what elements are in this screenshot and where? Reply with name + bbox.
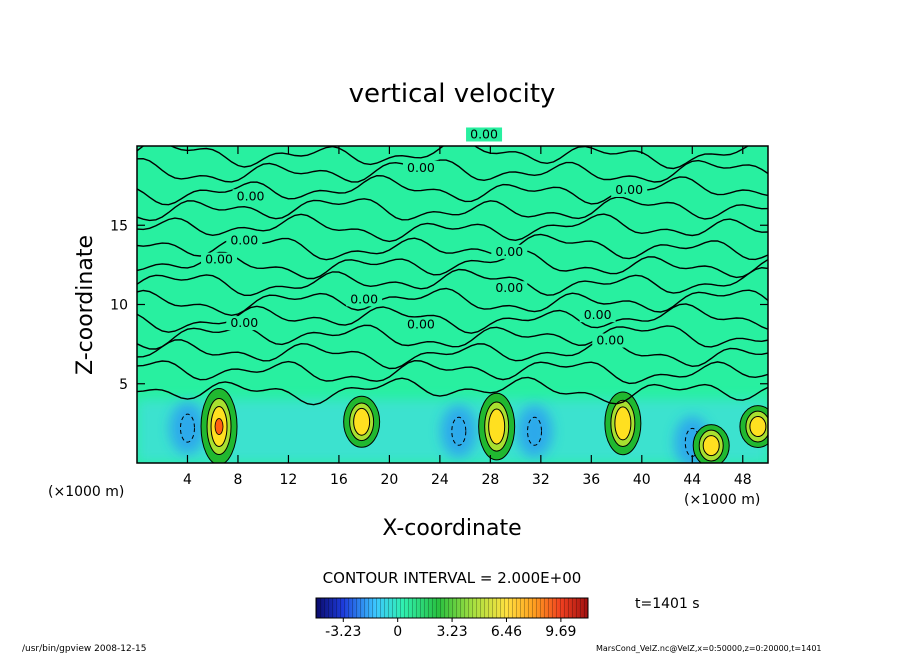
contour-interval: CONTOUR INTERVAL = 2.000E+00 (323, 569, 582, 587)
x-axis-label: X-coordinate (382, 516, 521, 541)
updraft-inner (353, 407, 371, 436)
contour-label-bg (466, 127, 503, 142)
contour-label-bg (346, 292, 383, 307)
x-tick-label: 40 (633, 472, 651, 488)
x-tick-label: 32 (532, 472, 550, 488)
updraft-core (214, 418, 224, 435)
velocity-field (137, 388, 768, 463)
contour-label: 0.00 (237, 188, 265, 203)
contour-label-bg (611, 182, 648, 197)
contour-label-bg (226, 316, 263, 331)
zero-contours (137, 146, 768, 406)
colorbar-tick-label: 6.46 (491, 624, 522, 640)
updraft-inner (749, 416, 767, 438)
updraft-inner (702, 435, 720, 457)
zero-contour-line (137, 266, 768, 296)
y-axis-label: Z-coordinate (73, 235, 98, 375)
zero-contour-line (137, 157, 768, 183)
time-stamp: t=1401 s (635, 596, 700, 612)
contour-label: 0.00 (584, 307, 612, 322)
y-axis: 5 10 15 (110, 218, 768, 393)
colorbar-tick-label: 9.69 (545, 624, 576, 640)
zero-contour-line (137, 174, 768, 206)
downdraft-contour (451, 416, 467, 446)
contour-label-bg (201, 252, 238, 267)
contour-label-bg (491, 281, 528, 296)
colorbar-ticks: -3.23 0 3.23 6.46 9.69 (325, 618, 576, 640)
contour-label: 0.00 (615, 182, 643, 197)
downdraft-cell (169, 402, 206, 455)
zero-contour-line (137, 213, 768, 243)
x-axis: 4 8 12 16 20 24 28 32 36 40 44 48 (183, 146, 752, 488)
contour-label-bg (402, 317, 439, 332)
contour-label: 0.00 (495, 280, 523, 295)
contour-label: 0.00 (230, 233, 258, 248)
zero-contour-line (137, 376, 768, 406)
x-tick-label: 8 (233, 472, 242, 488)
x-unit-right: (×1000 m) (684, 492, 760, 508)
contour-label-bg (232, 189, 269, 204)
colorbar-stripes (316, 598, 588, 618)
x-tick-label: 48 (734, 472, 752, 488)
x-tick-label: 12 (280, 472, 298, 488)
colorbar-tick-label: 3.23 (436, 624, 467, 640)
x-tick-label: 36 (582, 472, 600, 488)
zero-contour-line (137, 250, 768, 280)
x-tick-label: 20 (380, 472, 398, 488)
downdraft-cell (516, 405, 553, 458)
y-tick-label: 10 (110, 298, 128, 314)
y-tick-label: 5 (119, 377, 128, 393)
contour-label: 0.00 (470, 126, 498, 141)
colorbar-tick-label: 0 (393, 624, 402, 640)
contour-labels: 0.00 0.00 0.00 0.00 0.00 0.00 0.00 0.00 0.00 0.00… (201, 126, 648, 348)
x-tick-label: 24 (431, 472, 449, 488)
zero-contour-line (137, 338, 768, 370)
contour-label: 0.00 (407, 160, 435, 175)
x-tick-label: 44 (683, 472, 701, 488)
x-unit-left: (×1000 m) (48, 484, 124, 500)
x-tick-label: 16 (330, 472, 348, 488)
x-tick-label: 28 (481, 472, 499, 488)
contour-label-bg (592, 333, 629, 348)
updraft-inner (488, 408, 506, 445)
zero-contour-line (137, 146, 750, 170)
downdraft-cell (440, 405, 477, 458)
downdraft-contour (179, 413, 195, 443)
contour-label: 0.00 (407, 317, 435, 332)
updraft-inner (614, 406, 632, 441)
contour-label: 0.00 (596, 333, 624, 348)
chart-title: vertical velocity (349, 79, 556, 109)
footer-left: /usr/bin/gpview 2008-12-15 (22, 644, 146, 654)
downdraft-contour (527, 416, 543, 446)
colorbar-tick-label: -3.23 (325, 624, 361, 640)
footer-right: MarsCond_VelZ.nc@VelZ,x=0:50000,z=0:2000… (596, 644, 822, 653)
contour-label-bg (579, 308, 616, 323)
contour-label: 0.00 (495, 244, 523, 259)
x-tick-label: 4 (183, 472, 192, 488)
zero-contour-line (137, 303, 768, 334)
contour-label-bg (402, 160, 439, 175)
zero-contour-line (137, 359, 768, 385)
contour-label: 0.00 (230, 315, 258, 330)
y-tick-label: 15 (110, 218, 128, 234)
contour-label: 0.00 (205, 252, 233, 267)
contour-label-bg (226, 233, 263, 248)
contour-label: 0.00 (350, 291, 378, 306)
contour-label-bg (491, 244, 528, 259)
zero-contour-line (137, 196, 768, 222)
